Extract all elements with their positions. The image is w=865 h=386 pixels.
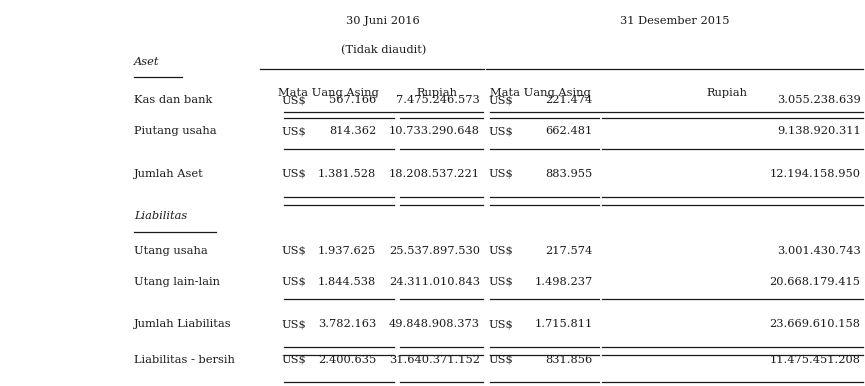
Text: 1.498.237: 1.498.237 <box>535 277 593 287</box>
Text: (Tidak diaudit): (Tidak diaudit) <box>341 45 426 55</box>
Text: 567.166: 567.166 <box>329 95 376 105</box>
Text: 11.475.451.208: 11.475.451.208 <box>770 355 861 365</box>
Text: US$: US$ <box>489 355 514 365</box>
Text: Jumlah Liabilitas: Jumlah Liabilitas <box>134 319 232 329</box>
Text: 217.574: 217.574 <box>545 246 593 256</box>
Text: US$: US$ <box>489 277 514 287</box>
Text: 31.640.371.152: 31.640.371.152 <box>389 355 480 365</box>
Text: 1.937.625: 1.937.625 <box>318 246 376 256</box>
Text: US$: US$ <box>281 95 306 105</box>
Text: US$: US$ <box>489 319 514 329</box>
Text: Mata Uang Asing: Mata Uang Asing <box>279 88 379 98</box>
Text: 24.311.010.843: 24.311.010.843 <box>389 277 480 287</box>
Text: 1.715.811: 1.715.811 <box>535 319 593 329</box>
Text: 20.668.179.415: 20.668.179.415 <box>770 277 861 287</box>
Text: US$: US$ <box>489 169 514 179</box>
Text: US$: US$ <box>489 95 514 105</box>
Text: Rupiah: Rupiah <box>706 88 747 98</box>
Text: 1.381.528: 1.381.528 <box>318 169 376 179</box>
Text: 3.055.238.639: 3.055.238.639 <box>777 95 861 105</box>
Text: 3.782.163: 3.782.163 <box>318 319 376 329</box>
Text: Liabilitas: Liabilitas <box>134 211 188 221</box>
Text: 3.001.430.743: 3.001.430.743 <box>777 246 861 256</box>
Text: Liabilitas - bersih: Liabilitas - bersih <box>134 355 235 365</box>
Text: Utang usaha: Utang usaha <box>134 246 208 256</box>
Text: US$: US$ <box>489 246 514 256</box>
Text: Kas dan bank: Kas dan bank <box>134 95 212 105</box>
Text: Aset: Aset <box>134 57 159 67</box>
Text: 12.194.158.950: 12.194.158.950 <box>770 169 861 179</box>
Text: US$: US$ <box>489 126 514 136</box>
Text: 9.138.920.311: 9.138.920.311 <box>777 126 861 136</box>
Text: 831.856: 831.856 <box>545 355 593 365</box>
Text: US$: US$ <box>281 319 306 329</box>
Text: US$: US$ <box>281 126 306 136</box>
Text: Rupiah: Rupiah <box>416 88 458 98</box>
Text: 1.844.538: 1.844.538 <box>318 277 376 287</box>
Text: Piutang usaha: Piutang usaha <box>134 126 217 136</box>
Text: 30 Juni 2016: 30 Juni 2016 <box>346 16 420 26</box>
Text: 883.955: 883.955 <box>545 169 593 179</box>
Text: 814.362: 814.362 <box>329 126 376 136</box>
Text: 23.669.610.158: 23.669.610.158 <box>770 319 861 329</box>
Text: 662.481: 662.481 <box>545 126 593 136</box>
Text: US$: US$ <box>281 355 306 365</box>
Text: US$: US$ <box>281 246 306 256</box>
Text: 18.208.537.221: 18.208.537.221 <box>389 169 480 179</box>
Text: 2.400.635: 2.400.635 <box>318 355 376 365</box>
Text: Mata Uang Asing: Mata Uang Asing <box>490 88 591 98</box>
Text: 49.848.908.373: 49.848.908.373 <box>389 319 480 329</box>
Text: Jumlah Aset: Jumlah Aset <box>134 169 204 179</box>
Text: 10.733.290.648: 10.733.290.648 <box>389 126 480 136</box>
Text: US$: US$ <box>281 169 306 179</box>
Text: 31 Desember 2015: 31 Desember 2015 <box>620 16 729 26</box>
Text: Utang lain-lain: Utang lain-lain <box>134 277 220 287</box>
Text: US$: US$ <box>281 277 306 287</box>
Text: 25.537.897.530: 25.537.897.530 <box>389 246 480 256</box>
Text: 7.475.246.573: 7.475.246.573 <box>396 95 480 105</box>
Text: 221.474: 221.474 <box>545 95 593 105</box>
